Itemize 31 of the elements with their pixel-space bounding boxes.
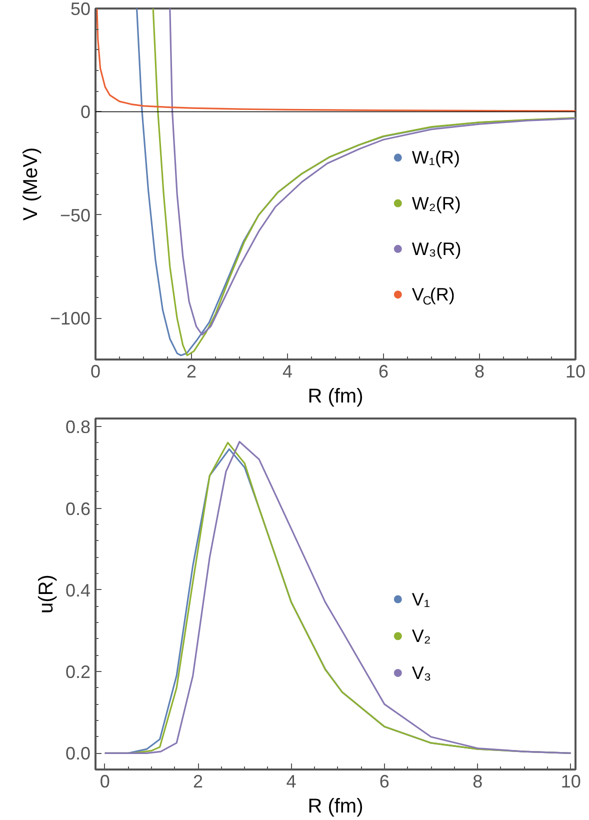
- x-tick-label: 6: [378, 362, 389, 382]
- y-tick-label: 0: [80, 102, 91, 122]
- y-tick-label: 50: [70, 0, 91, 19]
- legend-label: V₃: [412, 662, 432, 683]
- legend-label: V₂: [412, 626, 431, 646]
- legend-label: V₁: [412, 589, 430, 610]
- y-tick-label: −100: [50, 308, 91, 329]
- x-tick-label: 10: [565, 362, 586, 382]
- y-tick-label: 0.0: [65, 744, 91, 764]
- x-tick-label: 2: [193, 772, 204, 792]
- legend-label: W₂(R): [412, 193, 461, 214]
- x-tick-label: 4: [282, 362, 293, 382]
- y-axis-title: V (MeV): [20, 147, 42, 221]
- x-tick-label: 0: [100, 772, 110, 792]
- legend-label: W₁(R): [412, 148, 460, 168]
- y-axis-title: u(R): [35, 574, 58, 614]
- x-tick-label: 2: [186, 362, 197, 382]
- x-tick-label: 10: [560, 772, 581, 792]
- x-axis-title: R (fm): [308, 386, 364, 408]
- line-series: [96, 8, 576, 112]
- y-tick-label: 0.2: [65, 662, 91, 682]
- x-tick-label: 8: [472, 772, 483, 792]
- y-tick-label: −50: [60, 205, 91, 226]
- x-tick-label: 8: [474, 362, 485, 382]
- y-tick-label: 0.6: [65, 498, 91, 519]
- y-tick-label: 0.4: [65, 580, 91, 600]
- x-tick-label: 4: [286, 772, 296, 792]
- x-axis-title: R (fm): [308, 796, 364, 818]
- y-tick-label: 0.8: [65, 417, 91, 438]
- x-tick-label: 6: [379, 772, 390, 792]
- legend-label: W₃(R): [412, 238, 462, 259]
